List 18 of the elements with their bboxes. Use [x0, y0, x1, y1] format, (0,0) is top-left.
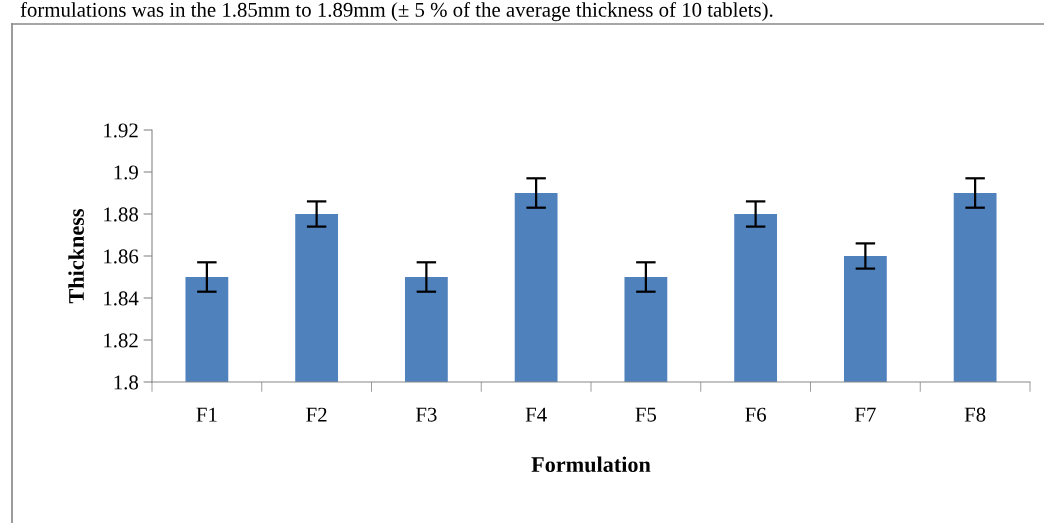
- y-tick-label: 1.84: [104, 291, 139, 306]
- x-tick-label: F8: [964, 407, 986, 422]
- y-axis-title: Thickness: [68, 209, 84, 304]
- x-tick-label: F7: [854, 407, 876, 422]
- y-tick-label: 1.88: [104, 207, 139, 222]
- x-tick-label: F5: [635, 407, 657, 422]
- x-tick-label: F1: [196, 407, 217, 422]
- y-tick-label: 1.92: [104, 123, 138, 138]
- x-tick-label: F3: [415, 407, 437, 422]
- x-tick-label: F4: [525, 407, 547, 422]
- text: formulations was in the 1.85mm to 1.89mm (± 5 % of the average thickness of 10 tablets).: [20, 2, 773, 22]
- y-tick-label: 1.9: [114, 165, 138, 180]
- x-tick-label: F6: [745, 407, 767, 422]
- x-axis-title: Formulation: [531, 456, 651, 473]
- y-tick-label: 1.8: [114, 375, 139, 390]
- y-tick-label: 1.82: [104, 333, 138, 348]
- y-tick-label: 1.86: [104, 249, 139, 264]
- x-tick-label: F2: [306, 407, 327, 422]
